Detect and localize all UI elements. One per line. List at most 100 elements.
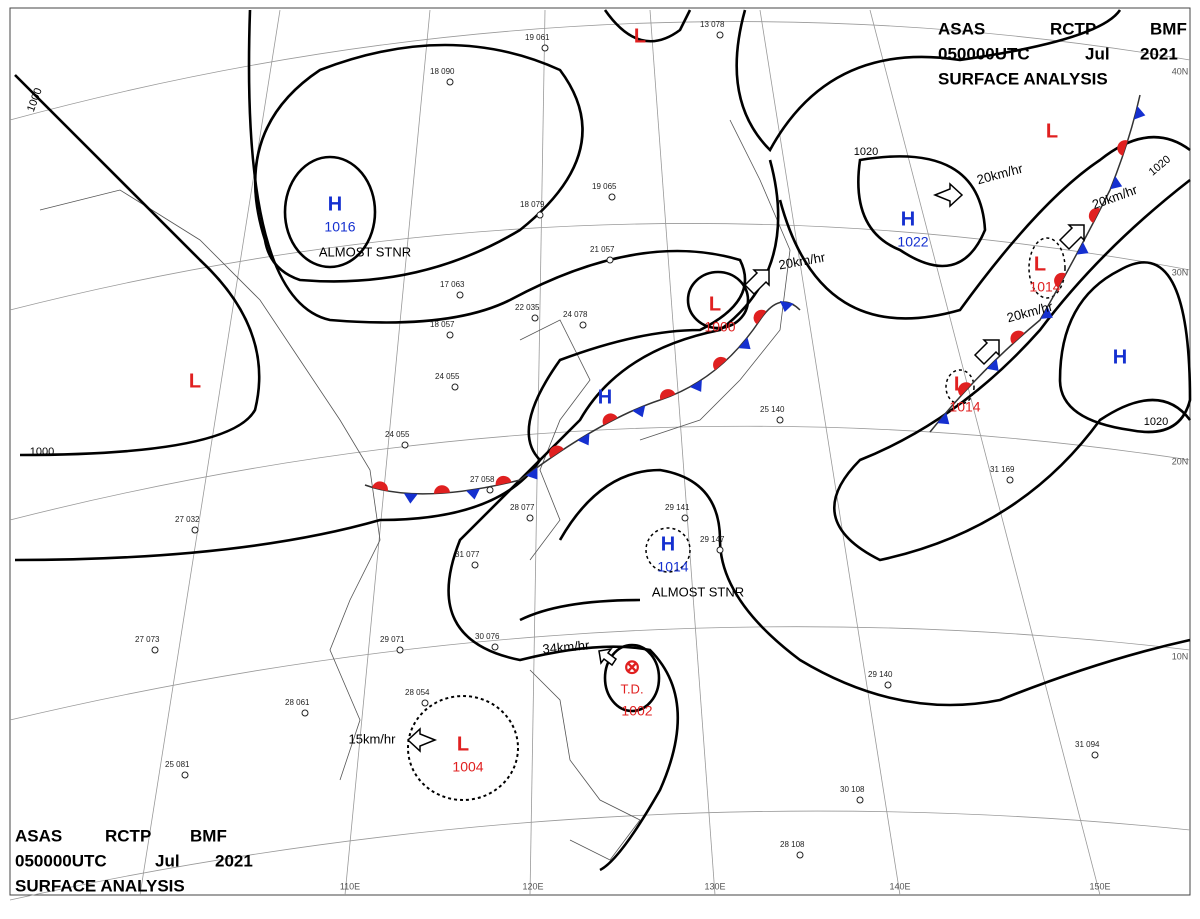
station-marker <box>716 31 724 39</box>
station-text: 21 057 <box>590 245 615 254</box>
station-text: 31 094 <box>1075 740 1100 749</box>
longitude-label: 140E <box>889 881 910 891</box>
header-text: 2021 <box>1140 44 1178 63</box>
warm-symbol <box>958 382 972 397</box>
front-symbol <box>660 389 676 401</box>
station-marker <box>1006 476 1014 484</box>
header-bottom: ASAS RCTP BMF 050000UTC Jul 2021 SURFACE… <box>15 826 253 895</box>
center-pressure: 1022 <box>897 234 928 250</box>
isobar-label: 1020 <box>1144 416 1168 428</box>
station-text: 28 077 <box>510 503 535 512</box>
station-text: 19 065 <box>592 182 617 191</box>
center-letter: H <box>598 386 612 408</box>
motion-arrows <box>406 182 1085 753</box>
isobar-label: 1000 <box>30 446 54 458</box>
header-text: RCTP <box>1050 19 1096 38</box>
center-pressure: 1014 <box>657 559 688 575</box>
center-letter: H <box>1113 346 1127 368</box>
station-text: 30 108 <box>840 785 865 794</box>
header-text: BMF <box>190 826 227 845</box>
header-text: Jul <box>1085 44 1110 63</box>
center-note: ALMOST STNR <box>319 244 411 259</box>
station-text: 28 061 <box>285 698 310 707</box>
warm-symbol <box>434 485 450 494</box>
latitude-label: 40N <box>1172 66 1189 76</box>
frame <box>9 7 1191 896</box>
station-text: 29 147 <box>700 535 725 544</box>
front-symbol <box>549 445 564 459</box>
station-text: 22 035 <box>515 303 540 312</box>
station-text: 19 061 <box>525 33 550 42</box>
header-text: BMF <box>1150 19 1187 38</box>
station-text: 28 108 <box>780 840 805 849</box>
header-text: SURFACE ANALYSIS <box>15 876 185 895</box>
center-pressure: 1002 <box>621 703 652 719</box>
station-text: 28 054 <box>405 688 430 697</box>
warm-symbol <box>549 445 564 459</box>
front-symbol <box>1133 106 1146 120</box>
station-marker <box>151 646 159 654</box>
cold-symbol <box>1133 106 1146 120</box>
cold-symbol <box>1110 176 1123 190</box>
station-text: 29 141 <box>665 503 690 512</box>
station-marker <box>421 699 429 707</box>
front-symbol <box>958 382 972 397</box>
graticule <box>9 9 1191 901</box>
station-text: 13 078 <box>700 20 725 29</box>
station-marker <box>396 646 404 654</box>
front-symbol <box>779 300 794 313</box>
motion-label: 34km/hr <box>542 637 591 656</box>
center-letter: L <box>1046 120 1058 142</box>
station-text: 27 058 <box>470 475 495 484</box>
station-text: 27 073 <box>135 635 160 644</box>
header-text: ASAS <box>938 19 985 38</box>
center-letter: H <box>328 193 342 215</box>
front-symbol <box>1110 176 1123 190</box>
front-symbol <box>937 412 950 425</box>
warm-symbol <box>713 356 728 371</box>
cold-symbol <box>632 405 646 418</box>
longitude-label: 110E <box>340 881 360 891</box>
station-text: 29 071 <box>380 635 405 644</box>
front-symbol <box>466 488 480 500</box>
station-text: 18 079 <box>520 200 545 209</box>
motion-label: 15km/hr <box>349 731 397 746</box>
cold-symbol <box>1040 306 1053 319</box>
station-marker <box>681 514 689 522</box>
station-text: 18 090 <box>430 67 455 76</box>
center-pressure: 1014 <box>1029 279 1060 295</box>
cold-symbol <box>689 379 702 392</box>
cold-symbol <box>937 412 950 425</box>
front-symbol <box>1010 330 1025 344</box>
center-letter: L <box>189 370 201 392</box>
latitude-label: 10N <box>1172 651 1189 661</box>
station-marker <box>446 331 454 339</box>
center-letter: L <box>954 373 966 395</box>
isobars <box>14 9 1192 872</box>
station-marker <box>451 383 459 391</box>
front-symbol <box>1040 306 1053 319</box>
station-text: 31 077 <box>455 550 480 559</box>
header-text: 050000UTC <box>15 851 107 870</box>
front-symbol <box>434 485 450 494</box>
center-letter: L <box>709 293 721 315</box>
station-text: 24 078 <box>563 310 588 319</box>
warm-symbol <box>1054 272 1066 288</box>
front-symbol <box>689 379 702 392</box>
station-marker <box>471 561 479 569</box>
header-text: 050000UTC <box>938 44 1030 63</box>
station-text: 17 063 <box>440 280 465 289</box>
station-marker <box>401 441 409 449</box>
front-symbol <box>577 433 590 446</box>
header-top: ASAS RCTP BMF 050000UTC Jul 2021 SURFACE… <box>938 19 1187 88</box>
warm-symbol <box>1117 140 1128 156</box>
front-symbol <box>495 475 512 486</box>
longitude-label: 150E <box>1089 881 1110 891</box>
latitude-label: 30N <box>1172 267 1189 277</box>
header-text: RCTP <box>105 826 151 845</box>
center-letter: L <box>634 25 646 47</box>
station-marker <box>301 709 309 717</box>
station-text: 24 055 <box>435 372 460 381</box>
cold-symbol <box>525 467 538 480</box>
